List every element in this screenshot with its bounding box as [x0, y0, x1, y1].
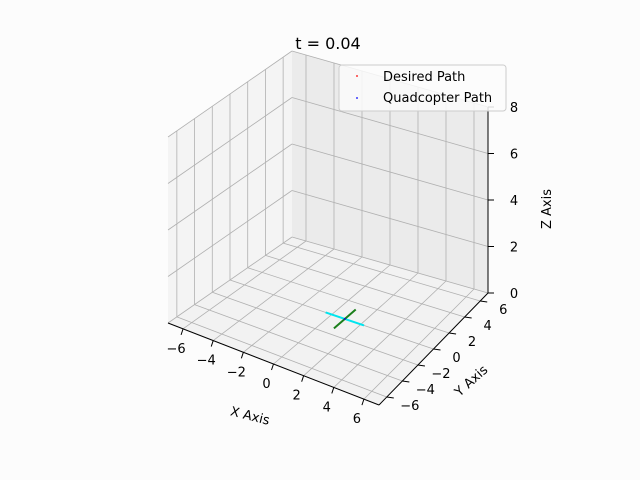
- x-tick: [240, 352, 244, 359]
- x-tick-label: −6: [166, 342, 185, 357]
- y-tick: [449, 332, 457, 335]
- tick-marks: [180, 106, 494, 406]
- grid-lines: [167, 50, 489, 400]
- chart-title: t = 0.04: [295, 34, 360, 53]
- z-gridline-left: [167, 50, 293, 138]
- y-tick-label: −6: [400, 399, 419, 414]
- z-gridline-left: [167, 190, 293, 277]
- z-tick-label: 8: [510, 101, 518, 116]
- y-gridline-floor: [247, 267, 450, 334]
- y-tick: [480, 300, 488, 303]
- y-gridline-floor: [265, 255, 465, 318]
- y-gridline-floor: [176, 316, 387, 398]
- x-tick-label: 2: [293, 389, 301, 404]
- y-tick: [464, 316, 472, 319]
- x-tick: [180, 328, 184, 336]
- y-tick-label: −4: [416, 383, 435, 398]
- floor-pane: [168, 237, 488, 405]
- x-tick: [210, 340, 214, 347]
- x-tick-label: 6: [353, 412, 361, 427]
- y-gridline-floor: [283, 242, 481, 302]
- z-gridline-left: [167, 97, 293, 184]
- z-gridline-left: [167, 236, 293, 324]
- z-tick-label: 2: [510, 241, 518, 256]
- legend-marker-quadcopter-path: [356, 97, 358, 99]
- z-gridline-back: [291, 190, 489, 247]
- legend-label-desired-path: Desired Path: [383, 70, 465, 85]
- x-tick-label: 0: [262, 377, 270, 392]
- z-axis-label: Z Axis: [540, 189, 555, 229]
- x-tick-label: 4: [323, 400, 331, 415]
- legend-label-quadcopter-path: Quadcopter Path: [383, 91, 492, 106]
- z-tick-label: 4: [510, 194, 518, 209]
- y-gridline-floor: [194, 304, 403, 382]
- y-tick-label: 6: [499, 303, 507, 318]
- z-gridline-left: [167, 143, 293, 231]
- x-tick-label: −2: [227, 365, 246, 380]
- legend-marker-desired-path: [356, 75, 358, 77]
- y-tick: [402, 380, 410, 383]
- z-gridline-back: [291, 236, 489, 294]
- legend: Desired Path Quadcopter Path: [338, 64, 507, 112]
- y-tick: [417, 364, 425, 367]
- quadcopter-path-point: [343, 318, 346, 320]
- y-tick-label: 0: [452, 351, 460, 366]
- y-gridline-floor: [212, 291, 419, 366]
- y-tick-label: 4: [484, 319, 492, 334]
- x-tick-label: −4: [197, 354, 216, 369]
- data-marks: [325, 308, 365, 330]
- legend-frame: [338, 64, 507, 112]
- x-tick: [331, 387, 335, 394]
- z-gridline-back: [291, 97, 489, 154]
- x-tick: [271, 363, 274, 371]
- z-tick-label: 0: [510, 287, 518, 302]
- x-tick: [361, 398, 365, 406]
- x-tick: [301, 375, 305, 382]
- y-tick-label: 2: [468, 335, 476, 350]
- y-tick-label: −2: [431, 367, 450, 382]
- z-tick-label: 6: [510, 148, 518, 163]
- y-tick: [386, 396, 394, 399]
- y-tick: [433, 348, 441, 351]
- z-gridline-back: [291, 143, 489, 201]
